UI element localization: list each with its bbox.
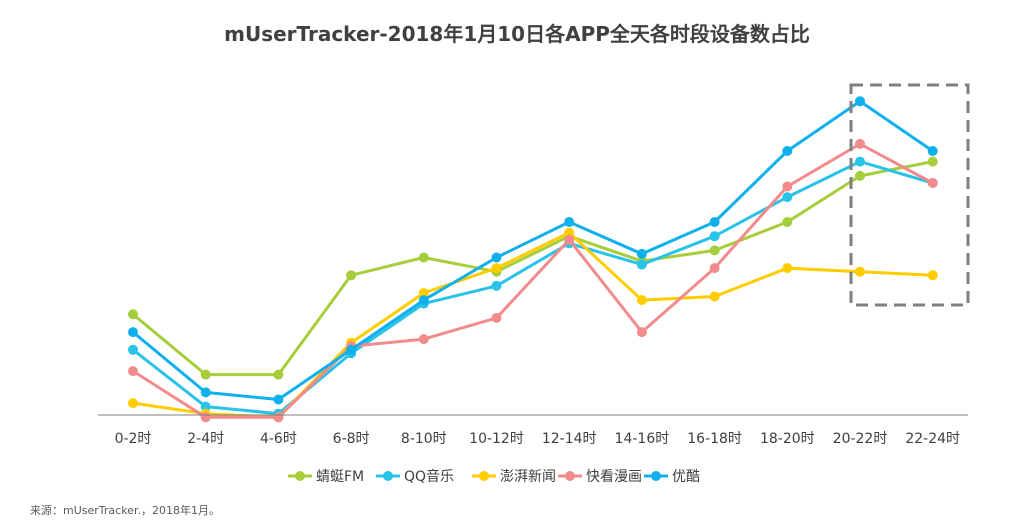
legend-label: 澎湃新闻 — [500, 469, 556, 485]
data-point — [709, 231, 720, 242]
legend-item-2: 澎湃新闻 — [472, 469, 556, 485]
data-point — [927, 156, 938, 167]
data-point — [200, 412, 211, 423]
data-point — [927, 178, 938, 188]
data-point — [636, 295, 647, 306]
legend-label: 蜻蜓FM — [316, 469, 364, 485]
data-point — [927, 270, 938, 281]
x-tick-label: 8-10时 — [401, 431, 447, 447]
x-tick-labels: 0-2时 2-4时 4-6时 6-8时 8-10时 10-12时 12-14时 14-16时 1… — [115, 431, 960, 447]
data-point — [564, 227, 575, 238]
data-point — [855, 156, 865, 167]
data-point — [782, 192, 793, 203]
data-point — [855, 170, 865, 181]
data-point — [273, 394, 284, 405]
series-1 — [128, 156, 938, 419]
chart-title: mUserTracker-2018年1月10日各APP全天各时段设备数占比 — [224, 22, 810, 46]
series-line-0 — [132, 160, 933, 377]
legend-label: QQ音乐 — [404, 468, 454, 485]
legend-label: 优酷 — [672, 469, 700, 485]
x-tick-label: 4-6时 — [260, 431, 297, 447]
legend-item-0: 蜻蜓FM — [288, 469, 364, 485]
data-point — [564, 217, 575, 227]
series-2 — [128, 227, 938, 423]
data-point — [418, 252, 429, 263]
data-point — [491, 252, 502, 263]
x-tick-label: 0-2时 — [115, 431, 152, 447]
x-tick-label: 22-24时 — [905, 431, 960, 447]
legend-swatch-marker — [295, 471, 305, 481]
data-point — [709, 291, 720, 302]
legend-item-4: 优酷 — [644, 469, 700, 485]
x-tick-label: 2-4时 — [187, 431, 224, 447]
data-point — [636, 259, 647, 270]
x-tick-label: 10-12时 — [469, 431, 524, 447]
data-point — [418, 295, 429, 306]
data-point — [709, 217, 720, 227]
series-layer — [128, 96, 938, 423]
data-point — [709, 245, 720, 256]
x-tick-label: 12-14时 — [542, 431, 597, 447]
data-point — [273, 369, 284, 380]
data-point — [855, 266, 865, 277]
series-line-2 — [132, 231, 933, 419]
legend-swatch-marker — [479, 471, 489, 481]
data-point — [128, 327, 138, 338]
data-point — [491, 280, 502, 291]
data-point — [491, 312, 502, 323]
data-point — [418, 334, 429, 345]
data-point — [346, 270, 357, 281]
series-line-4 — [132, 99, 934, 401]
data-point — [782, 217, 793, 227]
legend-item-1: QQ音乐 — [376, 468, 454, 485]
legend-swatch-marker — [565, 471, 575, 481]
highlight-box — [849, 83, 970, 307]
data-point — [200, 387, 211, 398]
data-point — [273, 412, 284, 423]
data-point — [200, 401, 211, 412]
data-point — [636, 248, 647, 259]
data-point — [491, 263, 502, 274]
x-tick-label: 18-20时 — [760, 431, 815, 447]
x-tick-label: 20-22时 — [833, 431, 888, 447]
data-point — [418, 288, 429, 298]
data-point — [128, 344, 138, 355]
legend-swatch-marker — [651, 471, 661, 481]
x-tick-label: 14-16时 — [615, 431, 670, 447]
data-point — [927, 146, 938, 156]
data-point — [200, 369, 211, 380]
data-point — [128, 366, 138, 377]
legend-swatch-marker — [383, 471, 393, 481]
data-point — [564, 234, 575, 245]
data-point — [782, 181, 793, 192]
series-4 — [128, 96, 938, 405]
data-point — [128, 398, 138, 409]
data-point — [709, 263, 720, 274]
data-point — [346, 344, 357, 355]
x-tick-label: 16-18时 — [687, 431, 742, 447]
source-note: 来源：mUserTracker.，2018年1月。 — [30, 504, 220, 517]
legend-item-3: 快看漫画 — [558, 469, 642, 485]
series-line-3 — [132, 142, 934, 419]
data-point — [128, 309, 138, 320]
legend: 蜻蜓FM QQ音乐 澎湃新闻 快看漫画 优酷 — [288, 468, 700, 485]
data-point — [855, 96, 865, 107]
x-tick-label: 6-8时 — [333, 431, 370, 447]
series-line-1 — [132, 160, 934, 416]
data-point — [782, 263, 793, 274]
legend-label: 快看漫画 — [586, 469, 642, 485]
data-point — [636, 327, 647, 338]
data-point — [855, 138, 865, 149]
data-point — [782, 146, 793, 156]
